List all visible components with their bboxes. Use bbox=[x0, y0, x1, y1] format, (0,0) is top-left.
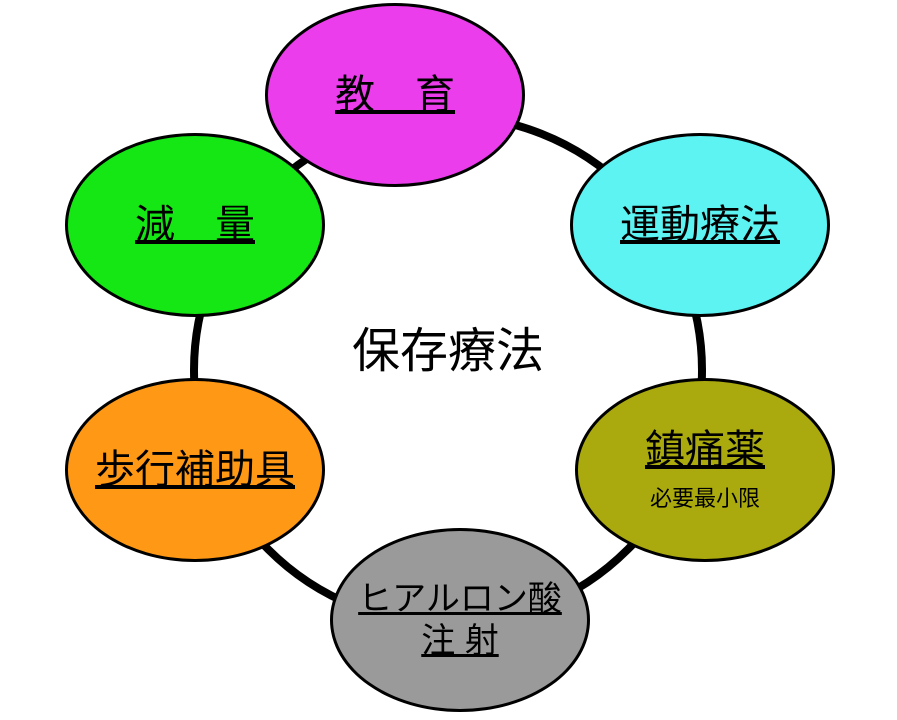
node-weight-loss-label: 減 量 bbox=[135, 202, 255, 248]
center-title: 保存療法 bbox=[328, 311, 568, 381]
node-weight-loss: 減 量 bbox=[65, 133, 325, 317]
diagram-stage: 保存療法 教 育 運動療法 鎮痛薬 必要最小限 ヒアルロン酸注 射 歩行補助具 … bbox=[0, 0, 897, 720]
node-education: 教 育 bbox=[265, 3, 525, 187]
node-exercise: 運動療法 bbox=[570, 133, 830, 317]
node-analgesics-sublabel: 必要最小限 bbox=[650, 481, 760, 513]
node-analgesics-label: 鎮痛薬 bbox=[645, 427, 765, 473]
node-walking-aid-label: 歩行補助具 bbox=[95, 447, 295, 493]
node-analgesics: 鎮痛薬 必要最小限 bbox=[575, 378, 835, 562]
node-walking-aid: 歩行補助具 bbox=[65, 378, 325, 562]
node-exercise-label: 運動療法 bbox=[620, 202, 780, 248]
node-hyaluronic-label: ヒアルロン酸注 射 bbox=[358, 578, 562, 663]
node-education-label: 教 育 bbox=[335, 72, 455, 118]
node-hyaluronic: ヒアルロン酸注 射 bbox=[330, 528, 590, 712]
